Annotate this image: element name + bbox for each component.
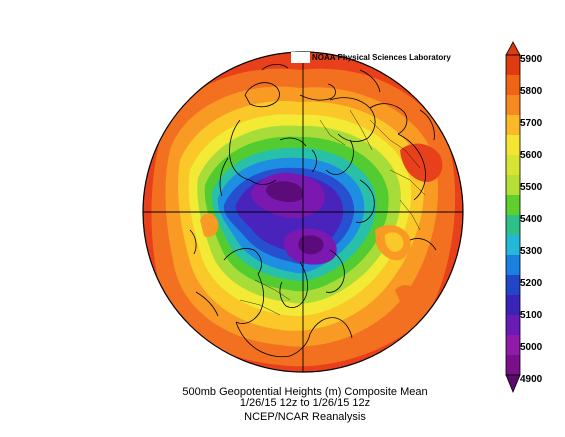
colorbar-frame xyxy=(505,54,521,376)
colorbar-label-5600: 5600 xyxy=(520,150,543,161)
colorbar-label-5900: 5900 xyxy=(520,54,543,65)
colorbar-label-5800: 5800 xyxy=(520,86,543,97)
field-band-12b xyxy=(298,235,324,255)
colorbar-top-arrow xyxy=(505,41,521,56)
field-band-12 xyxy=(265,181,304,203)
colorbar-label-5500: 5500 xyxy=(520,182,543,193)
colorbar-bottom-arrow xyxy=(505,374,521,394)
field-ring-south-atlantic xyxy=(400,143,443,182)
field-warm-pocket-pacific xyxy=(200,213,219,238)
coastlines xyxy=(189,64,437,358)
caption-title: 500mb Geopotential Heights (m) Composite… xyxy=(182,386,428,398)
colorbar-label-4900: 4900 xyxy=(520,374,543,385)
height-field xyxy=(143,52,463,372)
colorbar-label-5200: 5200 xyxy=(520,278,543,289)
credit-label: NOAA Physical Sciences Laboratory xyxy=(312,53,451,62)
colorbar-label-5400: 5400 xyxy=(520,214,543,225)
field-cool-pocket-atlantic-2 xyxy=(384,232,404,252)
colorbar-label-5100: 5100 xyxy=(520,310,543,321)
colorbar-label-5700: 5700 xyxy=(520,118,543,129)
caption-source: NCEP/NCAR Reanalysis xyxy=(244,411,366,423)
colorbar-label-5000: 5000 xyxy=(520,342,543,353)
field-warm-pocket-east xyxy=(395,285,419,308)
colorbar-label-5300: 5300 xyxy=(520,246,543,257)
colorbar xyxy=(505,41,521,394)
caption-dates: 1/26/15 12z to 1/26/15 12z xyxy=(239,397,371,409)
borders xyxy=(239,109,426,316)
credit-box xyxy=(291,52,310,63)
